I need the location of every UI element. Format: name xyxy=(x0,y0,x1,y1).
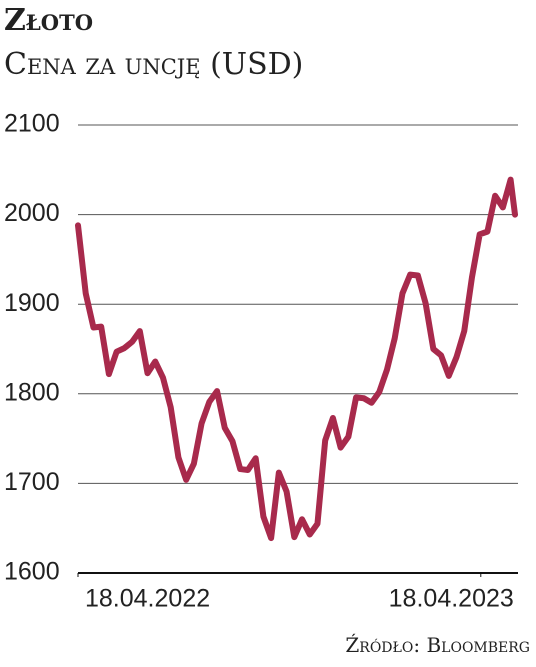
source: Źródło: Bloomberg xyxy=(345,633,530,657)
price-line xyxy=(75,176,518,542)
y-tick-label: 1800 xyxy=(4,378,60,406)
chart-subtitle: Cena za uncję (USD) xyxy=(4,47,303,82)
x-tick-label: 18.04.2023 xyxy=(389,585,514,613)
y-tick-label: 1900 xyxy=(4,289,60,317)
y-tick-label: 2000 xyxy=(4,199,60,227)
x-tick-label: 18.04.2022 xyxy=(85,585,210,613)
y-tick-label: 2100 xyxy=(4,110,60,138)
chart-title: Złoto xyxy=(4,3,93,38)
y-tick-label: 1700 xyxy=(4,468,60,496)
y-tick-label: 1600 xyxy=(4,558,60,586)
